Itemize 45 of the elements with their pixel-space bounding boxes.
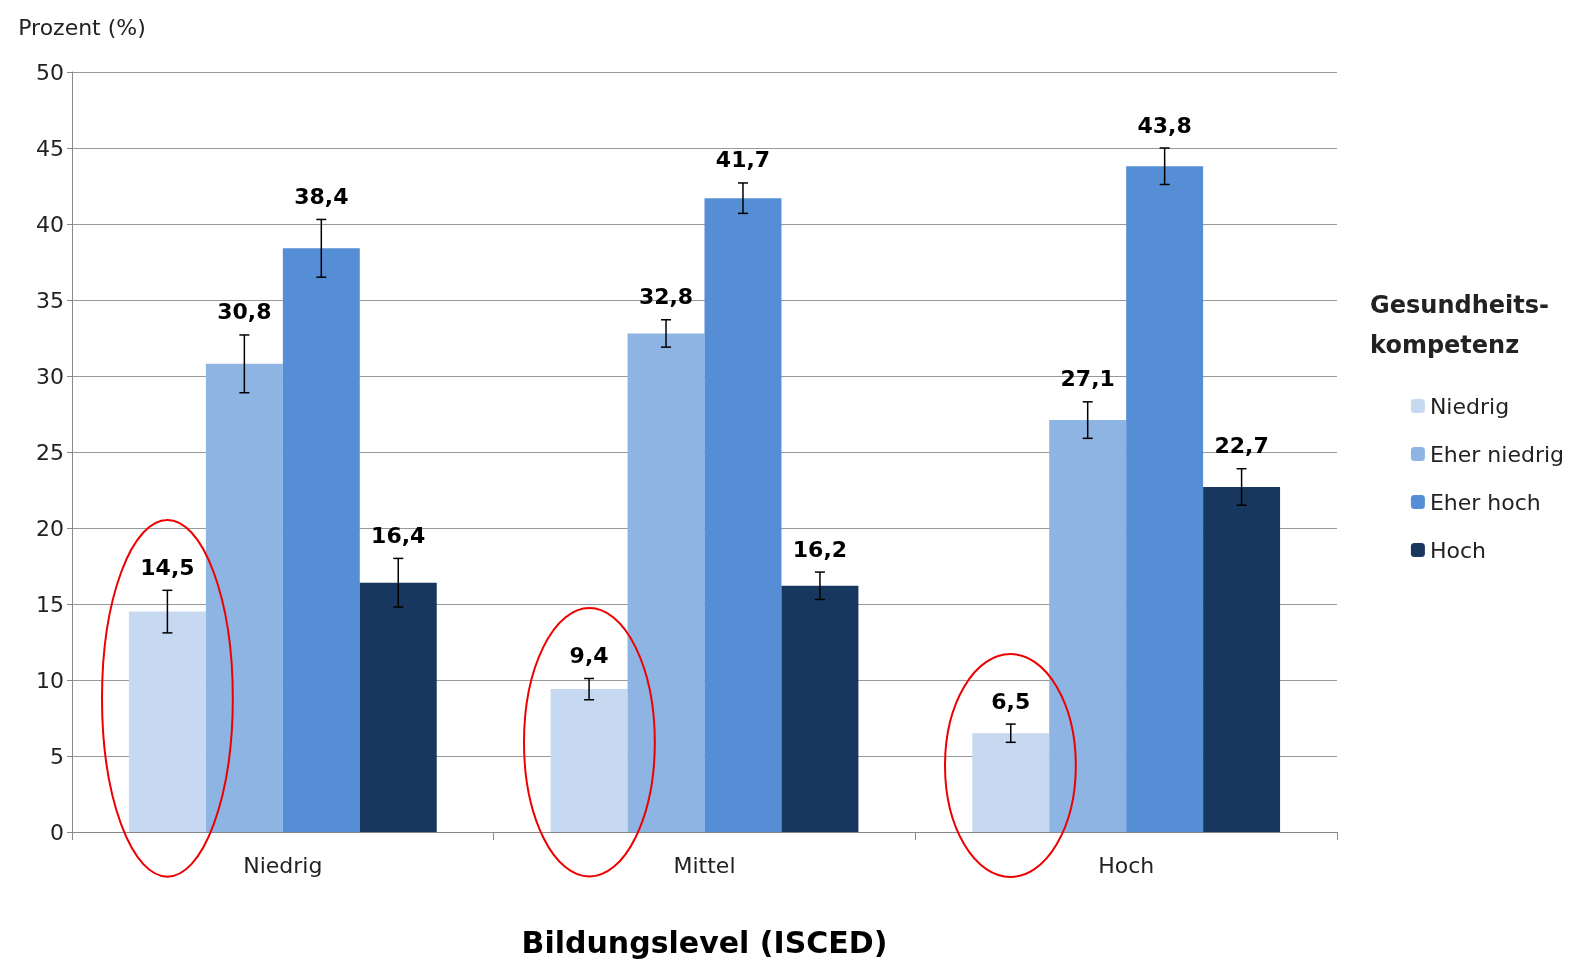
data-label: 27,1 bbox=[1060, 366, 1115, 392]
bar bbox=[205, 363, 283, 832]
legend-label: Eher niedrig bbox=[1429, 441, 1565, 467]
x-tick-label: Mittel bbox=[673, 852, 736, 878]
x-tick-label: Hoch bbox=[1098, 852, 1155, 878]
y-axis-title: Prozent (%) bbox=[18, 14, 146, 40]
legend-label: Hoch bbox=[1429, 537, 1486, 563]
bar bbox=[627, 333, 705, 832]
data-label: 43,8 bbox=[1137, 112, 1192, 138]
y-tick-label: 35 bbox=[36, 287, 64, 313]
bar bbox=[282, 248, 360, 832]
legend-label: Eher hoch bbox=[1429, 489, 1541, 515]
data-label: 32,8 bbox=[638, 284, 694, 310]
data-label: 9,4 bbox=[569, 642, 609, 668]
data-label: 41,7 bbox=[715, 147, 771, 173]
data-label: 16,2 bbox=[792, 536, 848, 562]
bar bbox=[359, 582, 437, 832]
y-tick-label: 45 bbox=[36, 135, 64, 161]
y-tick-label: 25 bbox=[36, 439, 64, 465]
data-label: 6,5 bbox=[991, 688, 1031, 714]
legend-label: Niedrig bbox=[1429, 393, 1510, 419]
y-tick-label: 30 bbox=[36, 363, 64, 389]
bar bbox=[1203, 486, 1281, 832]
data-label: 30,8 bbox=[217, 299, 272, 325]
bar bbox=[1126, 166, 1204, 832]
bar bbox=[550, 689, 628, 832]
y-tick-label: 40 bbox=[36, 211, 64, 237]
bar bbox=[128, 611, 206, 832]
bar bbox=[972, 733, 1050, 832]
bar bbox=[1049, 420, 1127, 832]
y-tick-label: 50 bbox=[36, 59, 64, 85]
y-tick-label: 0 bbox=[50, 819, 64, 845]
y-tick-label: 10 bbox=[36, 667, 64, 693]
x-tick-label: Niedrig bbox=[243, 852, 323, 878]
data-label: 16,4 bbox=[371, 522, 426, 548]
x-axis-title: Bildungslevel (ISCED) bbox=[521, 924, 888, 960]
legend-title: Gesundheits- kompetenz bbox=[1370, 291, 1549, 359]
data-label: 38,4 bbox=[294, 183, 349, 209]
bar bbox=[781, 585, 859, 832]
y-tick-label: 5 bbox=[50, 743, 64, 769]
data-label: 22,7 bbox=[1214, 433, 1269, 459]
bar bbox=[704, 198, 782, 832]
y-tick-label: 20 bbox=[36, 515, 64, 541]
data-label: 14,5 bbox=[140, 554, 195, 580]
y-tick-label: 15 bbox=[36, 591, 64, 617]
